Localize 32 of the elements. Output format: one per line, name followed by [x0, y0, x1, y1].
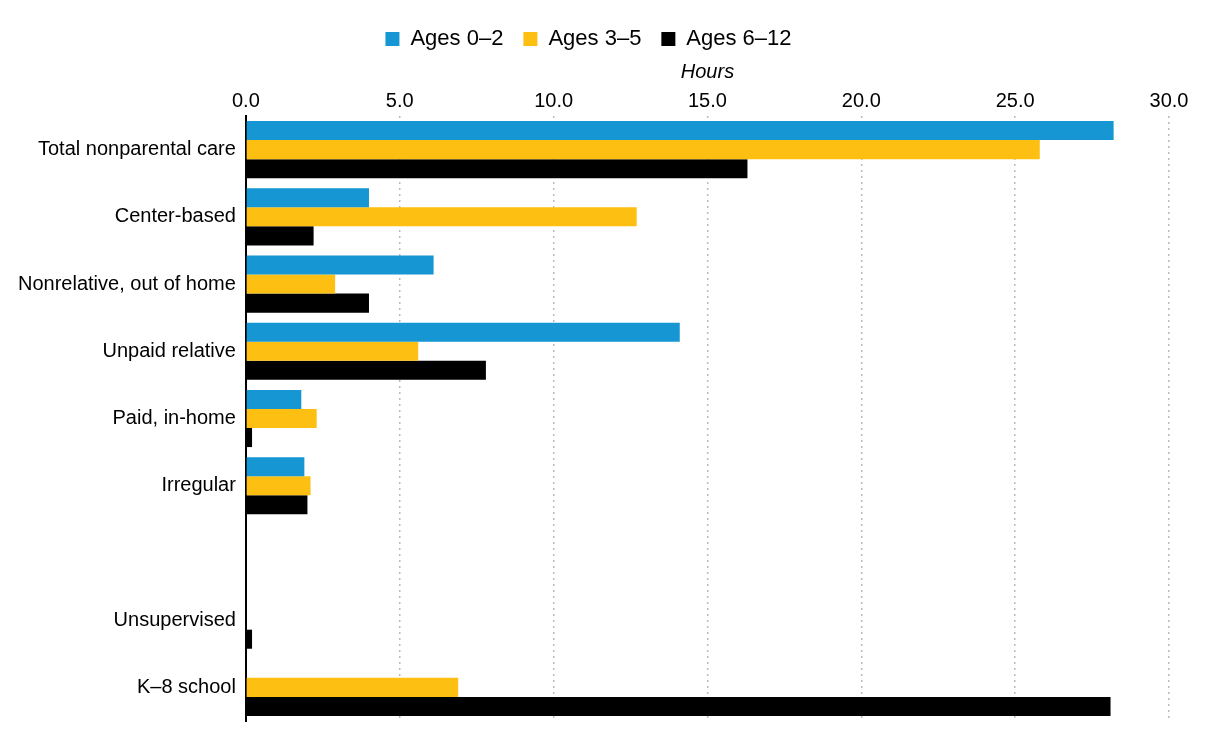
bar: [246, 140, 1040, 160]
bar: [246, 322, 680, 342]
bar: [246, 188, 369, 208]
x-tick-label: 5.0: [385, 88, 414, 111]
x-tick-label: 25.0: [995, 88, 1035, 111]
y-tick-label: Irregular: [161, 473, 237, 496]
bar: [246, 677, 459, 697]
y-tick-label: Paid, in-home: [112, 406, 236, 429]
x-tick-label: 15.0: [687, 88, 727, 111]
bar: [246, 121, 1114, 141]
bar: [246, 389, 302, 409]
bar: [246, 255, 434, 275]
bar: [246, 457, 305, 477]
bar: [246, 408, 317, 429]
bar: [246, 341, 419, 361]
legend-label: Ages 0–2: [410, 25, 504, 51]
x-tick-label: 10.0: [534, 88, 574, 111]
x-axis-title: Hours: [680, 59, 735, 82]
y-tick-label: Unpaid relative: [102, 338, 236, 361]
bar: [246, 274, 336, 294]
x-tick-label: 30.0: [1149, 88, 1189, 111]
y-tick-label: Nonrelative, out of home: [17, 271, 236, 294]
y-tick-label: Center-based: [114, 204, 236, 227]
x-tick-label: 20.0: [841, 88, 881, 111]
bar: [246, 476, 311, 496]
y-tick-label: Total nonparental care: [37, 137, 236, 160]
y-tick-label: K–8 school: [136, 674, 236, 697]
y-tick-label: Unsupervised: [113, 607, 236, 630]
bar: [246, 207, 637, 227]
legend-label: Ages 6–12: [686, 25, 792, 51]
x-tick-label: 0.0: [231, 88, 260, 111]
legend-label: Ages 3–5: [548, 25, 642, 51]
